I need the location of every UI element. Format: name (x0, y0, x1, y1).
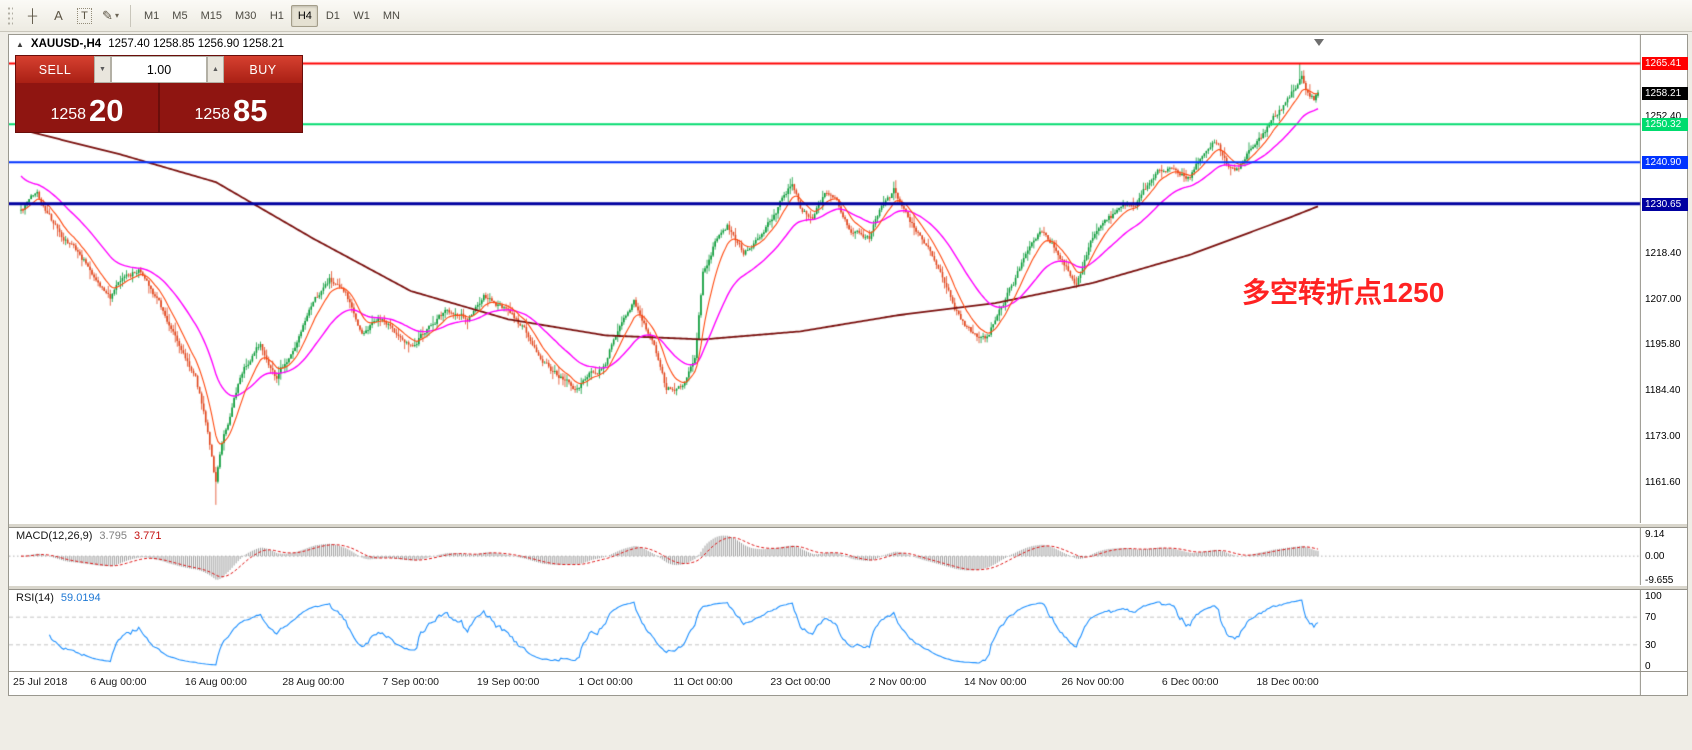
macd-signal-value: 3.771 (133, 530, 162, 542)
time-axis-label: 25 Jul 2018 (13, 676, 68, 688)
time-axis-label: 23 Oct 00:00 (770, 676, 831, 688)
buy-price-display[interactable]: 1258 85 (158, 83, 302, 132)
buy-price-pips: 85 (233, 93, 268, 128)
time-axis-label: 6 Aug 00:00 (90, 676, 147, 688)
time-axis-border (9, 671, 1687, 672)
toolbar-separator (130, 4, 131, 27)
price-axis-tick: 1218.40 (1645, 248, 1682, 260)
rsi-axis-tick: 30 (1645, 639, 1657, 651)
chart-title: ▲ XAUUSD-,H4 1257.40 1258.85 1256.90 125… (16, 38, 284, 50)
macd-axis-tick: 9.14 (1645, 528, 1665, 540)
one-click-trading-panel: SELL ▼ ▲ BUY 1258 20 1258 85 (15, 55, 303, 133)
macd-name: MACD(12,26,9) (16, 530, 93, 542)
price-axis-tick: 1184.40 (1645, 385, 1681, 397)
text-annotation-icon: T (77, 7, 92, 24)
crosshair-icon: ┼ (27, 8, 38, 23)
timeframe-button-mn[interactable]: MN (377, 5, 406, 27)
price-line-label: 1240.90 (1642, 156, 1688, 170)
chart-canvas[interactable] (9, 35, 1641, 695)
one-click-toggle-icon[interactable]: ▲ (16, 39, 24, 49)
price-axis-tick: 1173.00 (1645, 431, 1681, 443)
timeframe-button-h1[interactable]: H1 (263, 5, 290, 27)
timeframe-button-h4[interactable]: H4 (291, 4, 319, 27)
rsi-axis-tick: 70 (1645, 612, 1657, 624)
rsi-name: RSI(14) (16, 592, 54, 604)
time-axis-label: 7 Sep 00:00 (382, 676, 440, 688)
chart-window: ▲ XAUUSD-,H4 1257.40 1258.85 1256.90 125… (8, 34, 1688, 696)
time-axis-label: 14 Nov 00:00 (964, 676, 1027, 688)
time-axis-label: 6 Dec 00:00 (1161, 676, 1219, 688)
price-line-label: 1265.41 (1642, 57, 1688, 71)
toolbar-grip[interactable] (7, 5, 13, 26)
macd-axis-tick: -9.655 (1645, 574, 1674, 586)
rsi-value: 59.0194 (60, 592, 101, 604)
macd-main-value: 3.795 (99, 530, 127, 542)
price-axis-tick: 1195.80 (1645, 339, 1681, 351)
price-axis[interactable]: 1252.40 1218.40 1207.00 1195.80 1184.40 1173.… (1642, 35, 1688, 695)
volume-increase-button[interactable]: ▲ (207, 56, 224, 83)
time-axis-label: 26 Nov 00:00 (1061, 676, 1124, 688)
chart-symbol: XAUUSD-,H4 (30, 38, 102, 50)
macd-axis-tick: 0.00 (1645, 551, 1665, 563)
crosshair-button[interactable]: ┼ (20, 4, 45, 28)
chart-annotation: 多空转折点1250 (1242, 277, 1445, 308)
timeframe-button-w1[interactable]: W1 (347, 5, 376, 27)
time-axis-label: 11 Oct 00:00 (673, 676, 733, 688)
toolbar: ┼ A T ✎ ▾ M1 M5 M15 M30 H1 H4 D1 W1 MN (0, 0, 1692, 32)
sell-price-pips: 20 (89, 93, 124, 128)
panel-splitter-macd[interactable] (9, 523, 1687, 528)
timeframe-button-m1[interactable]: M1 (138, 5, 165, 27)
sell-button[interactable]: SELL (16, 56, 94, 83)
price-axis-tick: 1252.40 (1645, 110, 1682, 122)
text-label-button[interactable]: A (46, 4, 71, 28)
buy-button[interactable]: BUY (224, 56, 302, 83)
toolbar-tools: ┼ A T ✎ ▾ (20, 4, 123, 28)
volume-decrease-button[interactable]: ▼ (94, 56, 111, 83)
one-click-prices: 1258 20 1258 85 (16, 83, 302, 132)
time-axis-label: 16 Aug 00:00 (184, 676, 247, 688)
drawing-tools-icon: ✎ (102, 7, 113, 23)
drawing-tools-button[interactable]: ✎ ▾ (98, 4, 123, 28)
timeframe-group: M1 M5 M15 M30 H1 H4 D1 W1 MN (138, 4, 406, 27)
chart-ohlc-values: 1257.40 1258.85 1256.90 1258.21 (108, 38, 285, 50)
rsi-axis-tick: 100 (1645, 591, 1662, 603)
timeframe-button-m30[interactable]: M30 (229, 5, 262, 27)
text-label-icon: A (54, 8, 63, 23)
timeframe-button-d1[interactable]: D1 (319, 5, 346, 27)
sell-price-main: 1258 (50, 105, 87, 123)
time-axis-label: 1 Oct 00:00 (578, 676, 633, 688)
time-axis-label: 28 Aug 00:00 (282, 676, 345, 688)
dropdown-arrow-icon: ▾ (114, 11, 119, 20)
time-axis-label: 18 Dec 00:00 (1256, 676, 1319, 688)
timeframe-button-m5[interactable]: M5 (166, 5, 193, 27)
volume-input[interactable] (111, 56, 207, 83)
time-axis-label: 19 Sep 00:00 (476, 676, 540, 688)
macd-label: MACD(12,26,9) 3.795 3.771 (16, 530, 161, 542)
price-axis-tick: 1161.60 (1645, 477, 1681, 489)
price-line-label: 1250.32 (1642, 118, 1688, 132)
price-axis-tick: 1207.00 (1645, 294, 1682, 306)
one-click-controls: SELL ▼ ▲ BUY (16, 56, 302, 83)
bid-price-label: 1258.21 (1642, 86, 1688, 100)
panel-splitter-rsi[interactable] (9, 585, 1687, 590)
sell-price-display[interactable]: 1258 20 (16, 83, 158, 132)
rsi-axis-tick: 0 (1645, 660, 1651, 672)
text-annotation-button[interactable]: T (72, 4, 97, 28)
time-axis[interactable]: 25 Jul 2018 6 Aug 00:00 16 Aug 00:00 28 Aug… (9, 674, 1641, 693)
rsi-label: RSI(14) 59.0194 (16, 592, 101, 604)
price-line-label: 1230.65 (1642, 197, 1688, 211)
chart-shift-marker[interactable] (1314, 39, 1324, 46)
time-axis-label: 2 Nov 00:00 (869, 676, 927, 688)
timeframe-button-m15[interactable]: M15 (195, 5, 228, 27)
buy-price-main: 1258 (194, 105, 231, 123)
